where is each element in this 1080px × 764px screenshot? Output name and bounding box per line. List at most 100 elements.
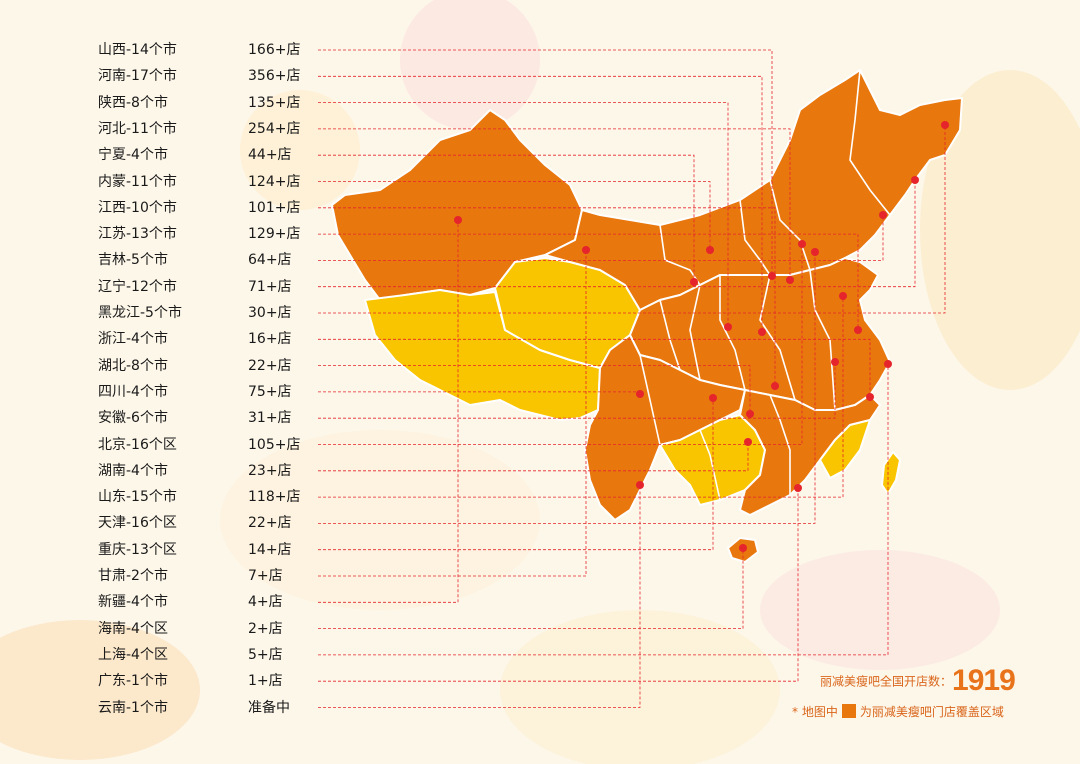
province-name: 河北-11个市 [98,120,177,137]
leader-line [318,362,836,419]
leader-line [318,180,916,288]
store-marker [709,394,717,402]
province-row: 宁夏-4个市 44+店 [98,144,318,166]
province-name: 江西-10个市 [98,199,177,216]
province-row: 江西-10个市 101+店 [98,197,318,219]
leader-line [318,296,844,498]
leader-line [318,215,884,261]
leader-line [318,233,859,330]
province-name: 山西-14个市 [98,42,177,58]
province-name: 黑龙江-5个市 [98,305,182,321]
province-name: 广东-1个市 [98,673,168,690]
store-count: 16+店 [248,331,292,348]
store-count: 30+店 [248,305,292,321]
store-count: 135+店 [248,94,301,111]
province-row: 广东-1个市 1+店 [98,670,318,692]
leader-line [318,244,803,445]
store-count: 75+店 [248,383,292,400]
store-markers [454,121,949,552]
province-row: 湖南-4个市 23+店 [98,460,318,482]
store-count: 124+店 [248,173,301,190]
store-marker [582,246,590,254]
province-name: 宁夏-4个市 [98,147,168,164]
store-marker [798,240,806,248]
map-legend: * 地图中 为丽减美瘦吧门店覆盖区域 [792,703,1004,720]
province-name: 河南-17个市 [98,68,177,85]
province-row: 云南-1个市 准备中 [98,697,318,719]
province-name: 海南-4个区 [98,620,168,637]
leader-line [318,102,729,327]
province-name: 云南-1个市 [98,699,168,716]
store-count: 5+店 [248,646,283,663]
leader-line [318,488,799,682]
store-marker [724,323,732,331]
store-count: 105+店 [248,436,301,453]
province-name: 上海-4个区 [98,646,168,663]
leader-line [318,75,763,332]
leader-line [318,181,711,250]
province-shapes [331,69,963,563]
province-row: 海南-4个区 2+店 [98,618,318,640]
province-row: 上海-4个区 5+店 [98,644,318,666]
store-marker [911,176,919,184]
store-marker [854,326,862,334]
total-stores-summary: 丽减美瘦吧全国开店数：1919 [820,664,1016,700]
province-name: 北京-16个区 [98,436,177,453]
province-borders [639,69,891,501]
province-name: 甘肃-2个市 [98,568,168,584]
store-marker [866,393,874,401]
province-row: 新疆-4个市 4+店 [98,591,318,613]
province-name: 吉林-5个市 [98,252,168,269]
leader-line [318,252,816,524]
province-row: 黑龙江-5个市 30+店 [98,302,318,324]
store-count: 356+店 [248,68,301,85]
store-marker [636,481,644,489]
province-name: 内蒙-11个市 [98,173,177,190]
store-marker [768,272,776,280]
province-row: 辽宁-12个市 71+店 [98,276,318,298]
store-count: 1+店 [248,673,283,690]
store-count: 166+店 [248,42,301,58]
region-fujian [819,419,871,479]
store-count: 44+店 [248,147,292,164]
province-name: 天津-16个区 [98,515,177,532]
province-name: 江苏-13个市 [98,226,177,243]
store-marker [746,410,754,418]
province-name: 重庆-13个区 [98,541,177,558]
store-marker [454,216,462,224]
store-count: 129+店 [248,226,301,243]
store-count: 7+店 [248,568,283,584]
legend-prefix: * 地图中 [792,705,838,719]
store-count: 14+店 [248,541,292,558]
province-row: 湖北-8个市 22+店 [98,355,318,377]
store-marker [839,292,847,300]
store-count: 准备中 [248,699,290,716]
province-row: 北京-16个区 105+店 [98,434,318,456]
store-count: 22+店 [248,515,292,532]
province-row: 河南-17个市 356+店 [98,65,318,87]
leader-line [318,220,459,603]
store-marker [739,544,747,552]
leader-line [318,128,791,280]
province-row: 河北-11个市 254+店 [98,118,318,140]
province-name: 湖南-4个市 [98,462,168,479]
store-count: 64+店 [248,252,292,269]
store-count: 4+店 [248,594,283,611]
store-marker [794,484,802,492]
store-count: 2+店 [248,620,283,637]
leader-line [318,338,871,397]
province-row: 甘肃-2个市 7+店 [98,565,318,587]
province-name: 湖北-8个市 [98,357,168,374]
province-name: 安徽-6个市 [98,410,168,427]
region-taiwan [881,451,901,495]
store-marker [786,276,794,284]
legend-suffix: 为丽减美瘦吧门店覆盖区域 [859,705,1004,719]
store-marker [941,121,949,129]
total-stores-value: 1919 [952,664,1016,697]
legend-swatch [841,704,856,718]
province-row: 江苏-13个市 129+店 [98,223,318,245]
province-row: 浙江-4个市 16+店 [98,328,318,350]
leader-line [318,442,749,472]
leader-lines [318,49,946,708]
